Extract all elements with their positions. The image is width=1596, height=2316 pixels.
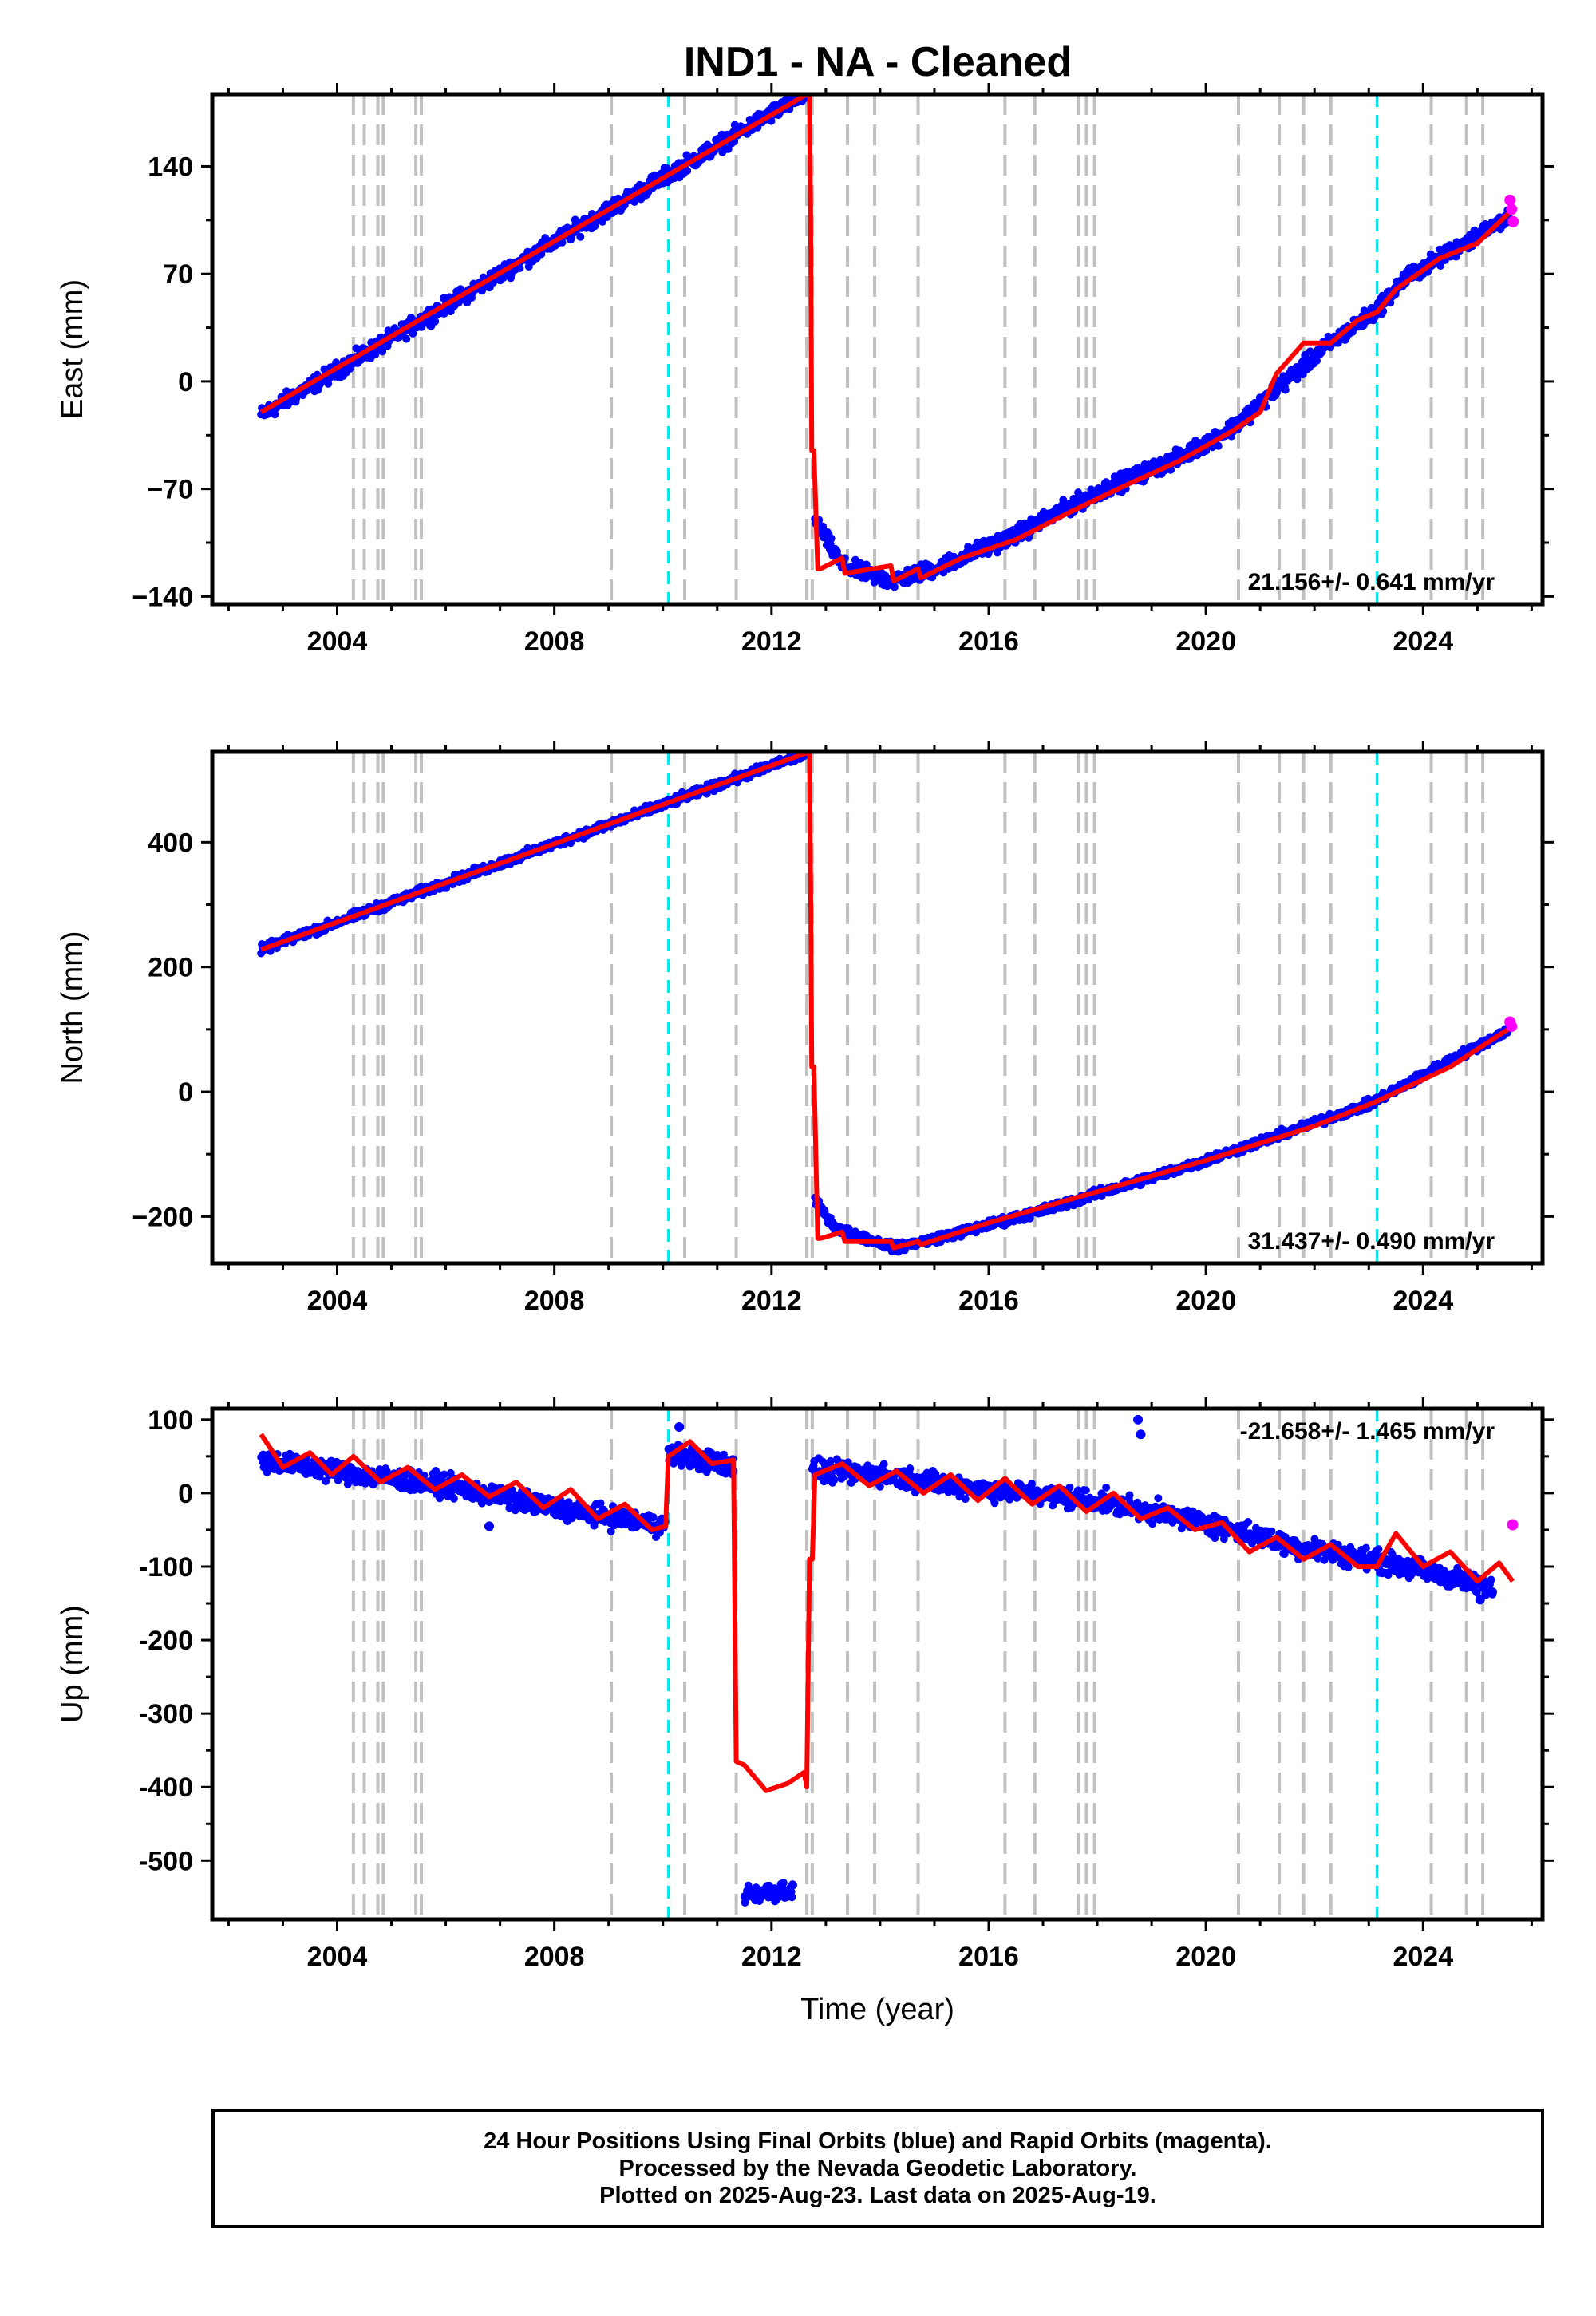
data-point — [402, 334, 411, 343]
data-point — [973, 538, 982, 547]
x-tick-label: 2004 — [307, 1286, 368, 1316]
rapid-orbit-point — [1506, 1020, 1518, 1032]
panel-up: 2004 2008 2012 2016 2020 2024-500-400-300-200… — [56, 1397, 1554, 2026]
plot-frame-north — [210, 749, 1545, 1266]
y-tick-label: 70 — [163, 259, 193, 290]
final-orbit-points-up — [257, 1414, 1498, 1907]
data-point — [1436, 262, 1445, 270]
data-point — [826, 1456, 835, 1465]
plot-area-east — [257, 94, 1519, 604]
data-point — [767, 117, 776, 125]
x-tick-label: 2016 — [958, 626, 1019, 657]
data-point — [683, 167, 692, 175]
data-point — [576, 232, 585, 241]
data-point — [879, 1460, 888, 1468]
y-tick-label: −200 — [132, 1202, 193, 1232]
data-point — [1281, 385, 1290, 394]
data-point — [827, 534, 836, 543]
data-point — [1059, 496, 1068, 504]
data-point — [606, 1527, 615, 1535]
data-point — [378, 347, 387, 356]
panel-east: 2004 2008 2012 2016 2020 2024 −140 −70 0 70 140 Eas… — [56, 83, 1554, 657]
data-point — [431, 317, 440, 326]
rapid-orbit-point — [1504, 194, 1516, 206]
model-line-east — [259, 94, 1515, 584]
data-point — [596, 1499, 605, 1508]
rapid-orbit-point — [1507, 215, 1519, 227]
data-point — [449, 1494, 458, 1503]
data-point — [649, 1513, 658, 1522]
data-point — [400, 1471, 409, 1480]
plot-area-north — [257, 752, 1518, 1263]
data-point — [440, 1470, 448, 1479]
chart-title: IND1 - NA - Cleaned — [684, 39, 1072, 85]
panel-north: 2004 2008 2012 2016 2020 2024 −200 0 200 400 North… — [56, 741, 1554, 1316]
final-orbit-points-north — [257, 752, 1514, 1256]
y-axis-label: North (mm) — [56, 931, 89, 1084]
y-tick-label: 400 — [148, 828, 193, 858]
data-point — [446, 1468, 455, 1477]
x-tick-label: 2016 — [958, 1286, 1019, 1316]
data-point — [1214, 441, 1223, 450]
x-tick-label: 2012 — [741, 626, 802, 657]
x-tick-label: 2024 — [1393, 1286, 1453, 1316]
x-tick-label: 2008 — [524, 626, 585, 657]
y-tick-label: 0 — [178, 1077, 193, 1108]
data-point — [779, 1879, 788, 1887]
data-point — [789, 1881, 797, 1890]
y-tick-label: 200 — [148, 953, 193, 983]
data-point — [788, 1893, 796, 1902]
data-point — [541, 234, 550, 243]
data-point — [819, 522, 828, 531]
y-tick-label: 140 — [148, 152, 193, 182]
data-point — [875, 1482, 884, 1491]
data-point — [890, 583, 899, 591]
x-tick-label: 2008 — [524, 1286, 585, 1316]
y-tick-label: −70 — [147, 475, 193, 505]
model-line-north — [260, 752, 1515, 1251]
y-tick-label: 0 — [178, 367, 193, 397]
data-point — [322, 1477, 330, 1485]
velocity-rate-label: 21.156+/- 0.641 mm/yr — [1248, 569, 1495, 595]
final-orbit-points-east — [257, 94, 1514, 591]
y-tick-label: −140 — [132, 582, 193, 612]
rapid-orbit-point — [1506, 204, 1518, 215]
y-axis-label: East (mm) — [56, 279, 89, 419]
x-tick-label: 2004 — [307, 626, 368, 657]
data-point — [516, 264, 524, 272]
velocity-rate-label: 31.437+/- 0.490 mm/yr — [1248, 1228, 1495, 1255]
plot-area-up — [257, 1409, 1519, 1919]
data-point — [1313, 357, 1321, 365]
x-tick-label: 2012 — [741, 1286, 802, 1316]
data-point — [271, 410, 279, 419]
x-tick-label: 2020 — [1175, 1286, 1236, 1316]
plot-frame-east — [210, 92, 1545, 607]
x-tick-label: 2020 — [1175, 626, 1236, 657]
data-point — [830, 1476, 839, 1484]
x-tick-label: 2024 — [1393, 626, 1453, 657]
